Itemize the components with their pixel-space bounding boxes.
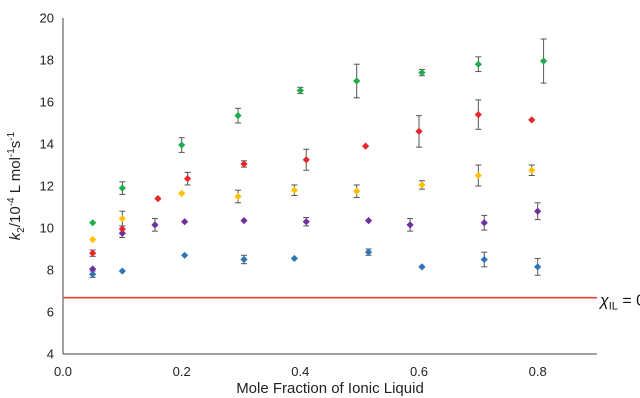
data-point xyxy=(290,254,298,263)
data-point xyxy=(480,219,488,227)
data-point xyxy=(364,217,373,225)
series-5 xyxy=(89,38,548,227)
data-point xyxy=(474,171,482,180)
y-title-unit-exp2: -1 xyxy=(6,148,17,157)
data-point xyxy=(240,160,248,168)
data-point xyxy=(534,207,542,215)
data-point xyxy=(474,111,482,119)
data-point xyxy=(89,235,97,244)
y-tick-label: 12 xyxy=(40,179,54,194)
x-tick-label: 0.6 xyxy=(410,364,428,379)
data-point xyxy=(302,156,310,164)
series-4 xyxy=(89,99,536,257)
axes xyxy=(62,18,597,355)
data-point xyxy=(540,57,548,65)
data-point xyxy=(118,184,126,192)
y-tick-label: 16 xyxy=(40,95,54,110)
data-point xyxy=(474,60,482,68)
data-point xyxy=(181,251,189,259)
data-point xyxy=(296,86,304,95)
y-tick-label: 18 xyxy=(40,53,54,68)
data-point xyxy=(290,186,298,194)
data-point xyxy=(89,265,97,273)
data-point xyxy=(418,181,426,189)
data-point xyxy=(118,214,126,223)
data-point xyxy=(528,166,536,174)
reference-line-label: χIL = 0 xyxy=(598,293,640,313)
data-point xyxy=(151,221,159,229)
data-point xyxy=(362,142,370,150)
data-point xyxy=(181,218,189,226)
data-point xyxy=(89,219,97,227)
y-title-unit-exp: -4 xyxy=(6,197,17,206)
data-point xyxy=(118,267,126,275)
data-point xyxy=(302,218,310,226)
data-point xyxy=(234,192,242,201)
data-point xyxy=(480,255,488,264)
y-title-unit-post: s xyxy=(7,141,24,149)
data-point xyxy=(118,225,126,233)
data-point xyxy=(528,116,536,124)
y-title-symbol-sub: 2 xyxy=(16,227,27,233)
y-tick-label: 14 xyxy=(40,137,54,152)
series-3 xyxy=(89,164,536,244)
data-point xyxy=(178,141,186,149)
data-point xyxy=(89,249,97,257)
x-axis-title: Mole Fraction of Ionic Liquid xyxy=(236,380,424,397)
data-point xyxy=(406,221,414,229)
x-tick-label: 0.4 xyxy=(291,364,309,379)
ref-label-sub: IL xyxy=(609,301,618,313)
x-tick-label: 0.8 xyxy=(529,364,547,379)
series-2 xyxy=(89,202,542,273)
y-tick-label: 8 xyxy=(47,263,54,278)
data-point xyxy=(178,189,186,197)
data-point xyxy=(364,248,373,256)
ref-label-symbol: χ xyxy=(598,293,609,310)
y-title-symbol: k xyxy=(7,231,24,240)
y-tick-label: 10 xyxy=(40,221,54,236)
y-axis-title: k2/10-4 L mol-1s-1 xyxy=(6,131,27,240)
y-tick-label: 20 xyxy=(40,11,54,26)
y-tick-label: 4 xyxy=(47,347,54,362)
y-title-unit-pre: /10 xyxy=(7,206,24,227)
data-point xyxy=(89,270,97,278)
data-point xyxy=(118,229,126,237)
y-title-unit-exp3: -1 xyxy=(6,131,17,140)
y-tick-labels: 4 6 8 10 12 14 16 18 20 xyxy=(40,11,54,362)
series-1 xyxy=(89,248,542,278)
data-point xyxy=(534,263,542,271)
data-point xyxy=(418,263,426,271)
data-point xyxy=(353,77,361,85)
data-point xyxy=(353,187,361,195)
data-point xyxy=(240,255,248,264)
x-tick-label: 0.0 xyxy=(54,364,72,379)
data-series xyxy=(89,38,548,278)
data-point xyxy=(234,112,242,120)
x-tick-labels: 0.0 0.2 0.4 0.6 0.8 xyxy=(54,364,547,379)
y-tick-label: 6 xyxy=(47,305,54,320)
data-point xyxy=(154,195,162,203)
ref-label-post: = 0 xyxy=(618,293,640,310)
data-point xyxy=(418,69,426,77)
data-point xyxy=(184,175,192,183)
x-tick-label: 0.2 xyxy=(173,364,191,379)
data-point xyxy=(415,127,423,135)
y-title-unit-mid: L mol xyxy=(7,157,24,197)
data-point xyxy=(240,217,248,225)
